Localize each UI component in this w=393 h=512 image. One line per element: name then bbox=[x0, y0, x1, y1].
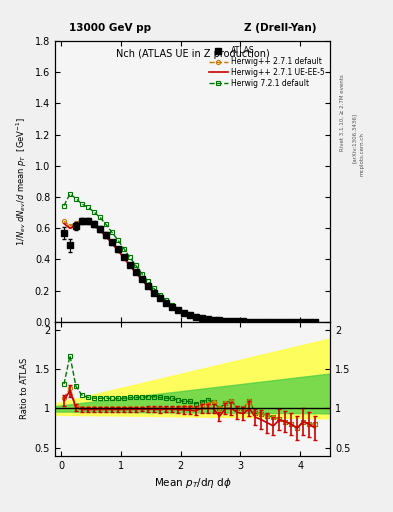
Legend: ATLAS, Herwig++ 2.7.1 default, Herwig++ 2.7.1 UE-EE-5, Herwig 7.2.1 default: ATLAS, Herwig++ 2.7.1 default, Herwig++ … bbox=[208, 45, 326, 90]
X-axis label: Mean $p_T$/d$\eta$ d$\phi$: Mean $p_T$/d$\eta$ d$\phi$ bbox=[154, 476, 231, 490]
Text: [arXiv:1306.3436]: [arXiv:1306.3436] bbox=[352, 113, 357, 163]
Text: mcplots.cern.ch: mcplots.cern.ch bbox=[360, 132, 365, 176]
Text: Z (Drell-Yan): Z (Drell-Yan) bbox=[244, 23, 316, 33]
Text: Rivet 3.1.10, ≥ 2.7M events: Rivet 3.1.10, ≥ 2.7M events bbox=[340, 74, 345, 151]
Text: 13000 GeV pp: 13000 GeV pp bbox=[69, 23, 151, 33]
Y-axis label: Ratio to ATLAS: Ratio to ATLAS bbox=[20, 358, 29, 419]
Y-axis label: $1/N_{ev}$ $dN_{ev}/d$ mean $p_T$  [GeV$^{-1}$]: $1/N_{ev}$ $dN_{ev}/d$ mean $p_T$ [GeV$^… bbox=[15, 117, 29, 246]
Text: Nch (ATLAS UE in Z production): Nch (ATLAS UE in Z production) bbox=[116, 49, 270, 59]
